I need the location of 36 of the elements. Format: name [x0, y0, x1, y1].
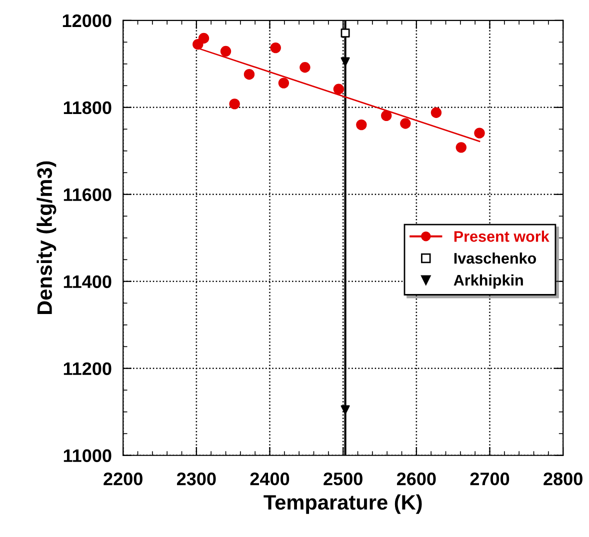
point — [340, 57, 350, 66]
point — [340, 405, 350, 414]
point — [229, 98, 240, 110]
x-tick-label: 2800 — [544, 472, 582, 486]
point — [244, 68, 255, 80]
x-tick-label: 2600 — [396, 472, 436, 486]
point — [270, 42, 281, 54]
y-tick-label: 11600 — [64, 188, 112, 202]
point — [300, 62, 310, 73]
legend-label: Present work — [454, 230, 550, 242]
y-axis-title: Density (kg/m3) — [36, 161, 56, 314]
point — [198, 32, 210, 44]
point — [192, 38, 204, 50]
point — [456, 142, 467, 153]
point — [381, 110, 392, 122]
x-tick-label: 2300 — [176, 472, 216, 486]
y-tick-label: 11000 — [64, 449, 112, 462]
point — [474, 128, 485, 138]
y-tick-label: 12000 — [62, 14, 112, 28]
point — [356, 119, 367, 130]
y-tick-label: 11400 — [64, 275, 112, 288]
point — [333, 84, 344, 94]
legend-label: Arkhipkin — [454, 274, 523, 289]
point — [220, 46, 232, 57]
point — [340, 28, 350, 38]
x-tick-label: 2200 — [104, 472, 142, 486]
legend-label: Ivaschenko — [454, 252, 536, 264]
y-tick-label: 11800 — [64, 101, 112, 114]
x-tick-label: 2500 — [324, 472, 362, 486]
y-tick-label: 11200 — [64, 362, 112, 376]
point — [430, 107, 442, 118]
x-tick-label: 2700 — [470, 472, 510, 486]
x-axis-title: Temparature (K) — [264, 494, 422, 514]
x-tick-label: 2400 — [250, 472, 290, 486]
point — [400, 118, 411, 129]
point — [278, 78, 290, 88]
